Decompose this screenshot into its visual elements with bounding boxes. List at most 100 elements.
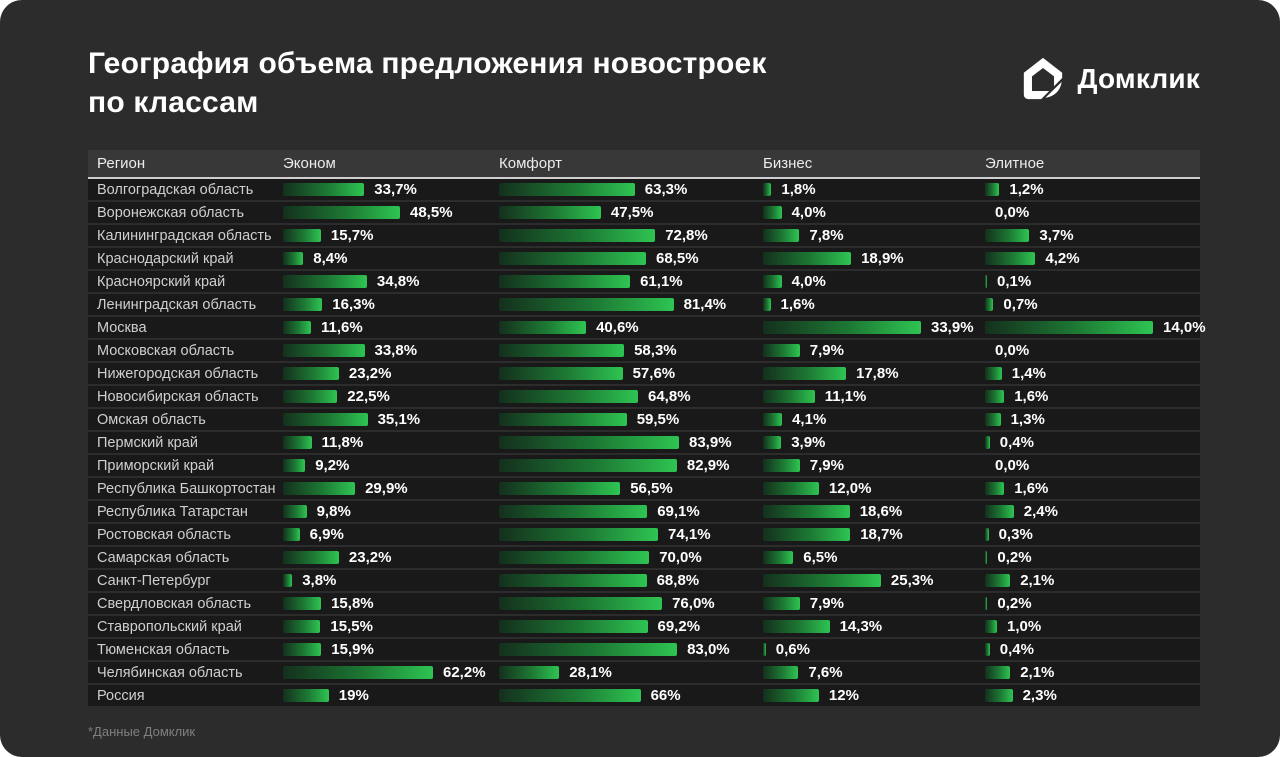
value-cell-эконом: 9,2% [283,457,499,474]
value-label: 47,5% [610,204,654,221]
value-cell-бизнес: 6,5% [763,549,985,566]
table-row: Челябинская область 62,2% 28,1% 7,6% 2,1% [88,662,1200,683]
table-row: Санкт-Петербург 3,8% 68,8% 25,3% 2,1% [88,570,1200,591]
value-bar [499,367,623,380]
table-row: Ставропольский край 15,5% 69,2% 14,3% 1,0% [88,616,1200,637]
value-label: 25,3% [890,572,934,589]
value-bar [499,183,635,196]
table-row: Приморский край 9,2% 82,9% 7,9% 0,0% [88,455,1200,476]
value-cell-бизнес: 4,0% [763,273,985,290]
value-cell-элитное: 1,0% [985,618,1200,635]
value-cell-комфорт: 28,1% [499,664,763,681]
value-label: 76,0% [672,595,715,612]
region-name: Омская область [97,411,206,428]
region-name: Санкт-Петербург [97,572,211,589]
value-label: 17,8% [856,365,899,382]
value-label: 28,1% [569,664,612,681]
value-bar [985,436,990,449]
bar-table: Регион Эконом Комфорт Бизнес Элитное Вол… [88,150,1206,706]
value-cell-элитное: 2,1% [985,572,1200,589]
value-bar [499,459,677,472]
value-cell-комфорт: 64,8% [499,388,763,405]
value-cell-комфорт: 58,3% [499,342,763,359]
value-bar [985,551,988,564]
value-cell-комфорт: 82,9% [499,457,763,474]
value-cell-бизнес: 7,9% [763,457,985,474]
value-label: 1,4% [1011,365,1046,382]
value-bar [283,321,311,334]
value-cell-элитное: 2,3% [985,687,1200,704]
value-bar [763,252,852,265]
value-bar [763,298,771,311]
value-cell-бизнес: 12% [763,687,985,704]
value-label: 0,2% [997,595,1032,612]
value-label: 22,5% [347,388,390,405]
value-bar [763,643,766,656]
value-cell-комфорт: 40,6% [499,319,763,336]
value-label: 14,0% [1163,319,1206,336]
value-label: 4,0% [791,273,826,290]
value-cell-бизнес: 17,8% [763,365,985,382]
value-label: 1,6% [1014,388,1049,405]
value-bar [283,298,323,311]
value-cell-комфорт: 72,8% [499,227,763,244]
column-header-elite: Элитное [985,155,1045,172]
value-label: 1,6% [780,296,815,313]
value-label: 57,6% [632,365,676,382]
value-label: 12,0% [828,480,872,497]
value-bar [985,666,1011,679]
value-label: 16,3% [332,296,375,313]
value-bar [283,620,321,633]
region-name: Свердловская область [97,595,252,612]
value-label: 1,3% [1010,411,1045,428]
value-cell-эконом: 8,4% [283,250,499,267]
logo-wordmark: Домклик [1077,63,1200,94]
value-bar [985,482,1005,495]
value-bar [283,413,368,426]
value-cell-элитное: 0,2% [985,595,1200,612]
region-name: Тюменская область [97,641,230,658]
region-name: Республика Татарстан [97,503,248,520]
value-label: 69,2% [657,618,701,635]
value-bar [499,643,678,656]
value-label: 6,9% [309,526,344,543]
value-label: 23,2% [348,549,392,566]
value-label: 1,8% [781,181,816,198]
value-bar [985,229,1030,242]
value-cell-элитное: 4,2% [985,250,1200,267]
value-label: 4,2% [1045,250,1080,267]
value-cell-бизнес: 4,0% [763,204,985,221]
value-bar [283,689,329,702]
table-row: Тюменская область 15,9% 83,0% 0,6% 0,4% [88,639,1200,660]
value-bar [763,436,782,449]
value-label: 2,1% [1020,664,1055,681]
value-label: 7,8% [809,227,844,244]
column-header-econom: Эконом [283,155,336,172]
value-cell-элитное: 0,4% [985,641,1200,658]
value-cell-комфорт: 76,0% [499,595,763,612]
value-label: 18,6% [859,503,903,520]
page-title: География объема предложения новостроек … [88,44,767,122]
table-row: Краснодарский край 8,4% 68,5% 18,9% 4,2% [88,248,1200,269]
value-bar [985,252,1036,265]
value-cell-бизнес: 1,6% [763,296,985,313]
value-cell-комфорт: 57,6% [499,365,763,382]
region-name: Ростовская область [97,526,231,543]
table-row: Республика Башкортостан 29,9% 56,5% 12,0% 1,… [88,478,1200,499]
value-label: 0,0% [995,342,1030,359]
table-row: Республика Татарстан 9,8% 69,1% 18,6% 2,4% [88,501,1200,522]
value-bar [763,229,800,242]
value-bar [985,321,1153,334]
value-bar [499,482,621,495]
value-bar [283,459,306,472]
value-cell-эконом: 16,3% [283,296,499,313]
value-bar [283,183,365,196]
value-bar [763,367,846,380]
value-cell-бизнес: 18,7% [763,526,985,543]
value-cell-элитное: 0,4% [985,434,1200,451]
value-cell-эконом: 48,5% [283,204,499,221]
value-cell-эконом: 11,6% [283,319,499,336]
value-bar [283,367,339,380]
value-label: 34,8% [376,273,420,290]
region-name: Краснодарский край [97,250,234,267]
